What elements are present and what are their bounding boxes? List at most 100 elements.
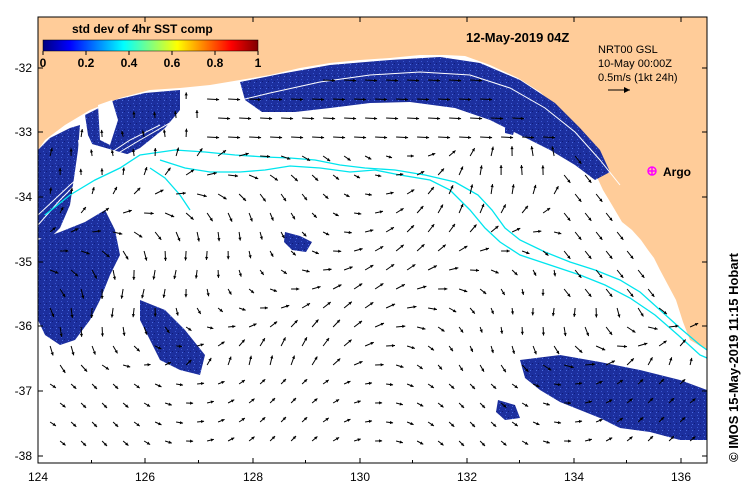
current-arrow-head <box>357 438 361 442</box>
current-arrow-head <box>400 364 404 368</box>
current-arrow-head <box>502 204 506 208</box>
current-arrow-head <box>230 437 235 441</box>
current-arrow-head <box>660 378 664 383</box>
current-arrow-head <box>475 268 480 272</box>
current-arrow-head <box>137 187 141 191</box>
current-arrow-head <box>459 367 463 371</box>
current-arrow-head <box>410 384 414 387</box>
current-arrow-head <box>303 379 308 383</box>
current-arrow-head <box>430 186 434 191</box>
current-arrow-head <box>570 365 574 369</box>
current-arrow-head <box>258 135 262 140</box>
current-arrow-head <box>158 422 162 426</box>
current-arrow-head <box>74 228 79 232</box>
current-arrow-head <box>353 78 357 83</box>
current-arrow-head <box>346 194 350 197</box>
current-arrow-head <box>639 417 644 421</box>
current-arrow-head <box>80 129 84 133</box>
current-arrow-head <box>444 287 448 291</box>
current-arrow-head <box>546 440 550 444</box>
current-arrow-head <box>114 349 118 354</box>
current-arrow-head <box>136 385 140 389</box>
current-arrow-head <box>541 292 545 296</box>
current-arrow-head <box>419 403 424 407</box>
current-arrow-head <box>390 227 394 231</box>
current-arrow-head <box>321 135 325 140</box>
current-arrow-head <box>205 256 209 260</box>
current-arrow-head <box>59 333 63 337</box>
current-arrow-head <box>251 436 255 440</box>
current-arrow-head <box>303 417 308 421</box>
current-arrow-head <box>170 214 175 218</box>
current-arrow-head <box>260 271 264 275</box>
current-arrow-head <box>632 329 636 333</box>
current-arrow-head <box>188 359 192 364</box>
current-arrow-head <box>144 257 148 261</box>
current-arrow-head <box>402 324 406 328</box>
current-arrow-head <box>369 265 374 268</box>
current-arrow-head <box>692 436 696 440</box>
current-arrow-head <box>291 355 295 359</box>
current-arrow-head <box>314 356 318 360</box>
current-arrow-head <box>431 152 436 156</box>
current-arrow-head <box>449 347 453 352</box>
current-arrow-head <box>195 110 199 114</box>
current-arrow-head <box>416 78 420 83</box>
current-arrow-head <box>105 208 109 212</box>
current-arrow-head <box>51 313 55 318</box>
current-arrow-head <box>290 116 294 121</box>
current-arrow-head <box>223 196 227 200</box>
current-arrow-head <box>447 135 451 140</box>
current-arrow-head <box>52 384 56 388</box>
current-arrow-head <box>216 135 220 140</box>
current-arrow-head <box>419 441 424 445</box>
current-arrow-head <box>321 97 325 102</box>
current-arrow-head <box>292 252 296 256</box>
current-arrow-head <box>93 423 97 428</box>
current-arrow-head <box>279 97 283 102</box>
sst-front-contours <box>44 149 707 359</box>
current-arrow-head <box>490 349 494 354</box>
current-arrow-head <box>400 208 404 212</box>
current-arrow-head <box>306 157 311 161</box>
current-arrow-head <box>639 379 644 383</box>
current-arrow-head <box>410 154 414 158</box>
current-arrow-head <box>551 146 555 150</box>
current-arrow-head <box>62 442 66 446</box>
current-arrow-head <box>166 329 170 333</box>
colorbar-tick-label: 0.8 <box>207 56 224 70</box>
current-arrow-head <box>261 338 265 342</box>
current-arrow-head <box>49 187 53 191</box>
current-arrow-head <box>378 174 382 178</box>
current-arrow-head <box>464 245 468 249</box>
current-arrow-head <box>546 208 551 212</box>
current-arrow-head <box>379 210 383 214</box>
current-arrow-head <box>609 255 613 259</box>
current-arrow-head <box>356 175 361 179</box>
y-tick-label: -33 <box>15 125 33 139</box>
current-arrow-head <box>533 350 537 355</box>
current-arrow-head <box>578 160 582 164</box>
current-arrow-head <box>555 186 559 190</box>
current-arrow-head <box>300 97 304 102</box>
current-arrow-head <box>100 129 104 133</box>
current-arrow-head <box>342 135 346 140</box>
current-arrow-head <box>241 380 245 384</box>
current-arrow-head <box>545 252 549 256</box>
current-arrow-head <box>490 146 495 150</box>
colorbar-tick-label: 0 <box>40 56 47 70</box>
current-arrow-head <box>380 363 384 367</box>
current-arrow-head <box>325 195 329 199</box>
current-arrow-head <box>579 349 583 353</box>
current-arrow-head <box>670 398 675 402</box>
current-arrow-head <box>325 379 329 383</box>
current-arrow-head <box>557 421 562 425</box>
current-arrow-head <box>86 251 90 255</box>
argo-float-marker: Argo <box>647 165 691 179</box>
current-arrow-head <box>481 442 486 446</box>
current-arrow-head <box>336 319 340 324</box>
current-arrow-head <box>190 169 195 173</box>
x-tick-label: 132 <box>457 470 477 484</box>
current-arrow-head <box>266 154 271 159</box>
